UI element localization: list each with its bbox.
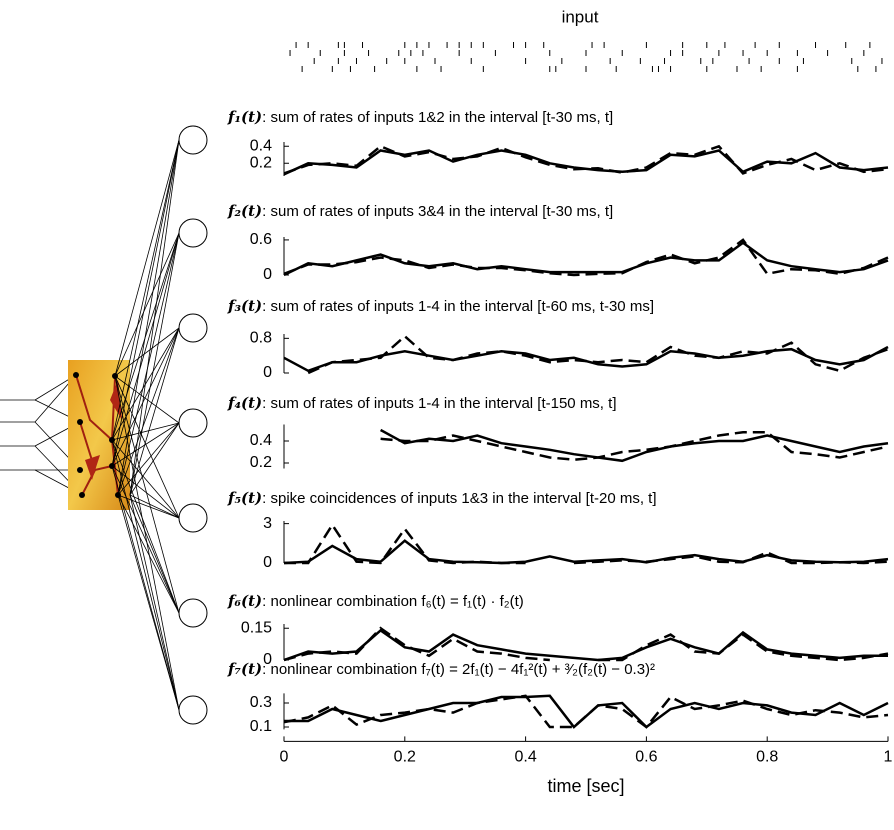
panel-description: : nonlinear combination f₆(t) = f₁(t) · … xyxy=(262,593,524,610)
connection xyxy=(111,439,180,614)
y-tick-label: 3 xyxy=(263,515,272,532)
panel-label: f₄(t) xyxy=(227,394,262,412)
connection xyxy=(129,494,180,614)
output-unit xyxy=(178,218,208,248)
connection xyxy=(111,327,180,467)
prediction-line xyxy=(380,430,889,461)
connection xyxy=(114,375,180,614)
connection xyxy=(111,439,180,519)
connection xyxy=(129,494,180,711)
connection xyxy=(129,422,180,496)
y-tick-label: 0.4 xyxy=(250,137,272,154)
x-tick-label: 0.6 xyxy=(635,749,657,766)
y-tick-label: 0 xyxy=(263,554,272,571)
connection xyxy=(129,327,180,496)
connection xyxy=(111,465,180,519)
output-unit xyxy=(178,598,208,628)
connection xyxy=(111,139,180,441)
prediction-line xyxy=(283,626,889,662)
prediction-line xyxy=(283,694,889,729)
prediction-line xyxy=(284,522,889,565)
y-tick-label: 0.6 xyxy=(250,231,272,248)
y-tick-label: 0.3 xyxy=(250,694,272,711)
chart-title: input xyxy=(562,7,599,26)
connection xyxy=(117,422,180,496)
panel-label: f₃(t) xyxy=(227,297,262,315)
panel-description: : nonlinear combination f₇(t) = 2f₁(t) −… xyxy=(262,661,655,678)
panel-label: f₂(t) xyxy=(227,202,262,220)
x-tick-label: 0 xyxy=(280,749,289,766)
panel-title: f₂(t): sum of rates of inputs 3&4 in the… xyxy=(227,202,613,220)
panel-title: f₃(t): sum of rates of inputs 1-4 in the… xyxy=(227,297,654,315)
connection xyxy=(111,422,180,441)
x-tick-label: 0.8 xyxy=(756,749,778,766)
panel-label: f₁(t) xyxy=(227,108,262,126)
panel-title: f₇(t): nonlinear combination f₇(t) = 2f₁… xyxy=(227,660,655,678)
connection xyxy=(114,327,180,377)
connection xyxy=(117,327,180,496)
y-tick-label: 0.2 xyxy=(250,454,272,471)
target-line xyxy=(283,345,889,373)
connection xyxy=(117,139,180,496)
y-tick-label: 0 xyxy=(263,364,272,381)
connection xyxy=(111,465,180,614)
output-unit xyxy=(178,125,208,155)
target-line xyxy=(283,539,889,565)
y-tick-label: 0.1 xyxy=(250,718,272,735)
panel-title: f₄(t): sum of rates of inputs 1-4 in the… xyxy=(227,394,616,412)
y-tick-label: 0 xyxy=(263,651,272,668)
network-diagram xyxy=(0,125,208,725)
y-tick-label: 0.8 xyxy=(250,330,272,347)
x-tick-label: 1 xyxy=(884,749,893,766)
connection xyxy=(117,232,180,496)
connection xyxy=(111,439,180,711)
output-unit xyxy=(178,408,208,438)
panel-description: : sum of rates of inputs 1-4 in the inte… xyxy=(262,395,616,412)
panel-label: f₅(t) xyxy=(227,489,262,507)
panel-title: f₆(t): nonlinear combination f₆(t) = f₁(… xyxy=(227,592,524,610)
connection xyxy=(117,494,180,519)
prediction-line xyxy=(283,238,889,277)
y-tick-label: 0.15 xyxy=(241,619,272,636)
connection xyxy=(117,494,180,614)
output-unit xyxy=(178,695,208,725)
connection xyxy=(114,375,180,711)
panel-title: f₅(t): spike coincidences of inputs 1&3 … xyxy=(227,489,657,507)
panel-description: : sum of rates of inputs 1&2 in the inte… xyxy=(262,109,613,126)
output-unit xyxy=(178,503,208,533)
panel-description: : spike coincidences of inputs 1&3 in th… xyxy=(262,490,656,507)
target-line xyxy=(283,149,889,176)
connection xyxy=(114,375,180,519)
prediction-line xyxy=(283,144,889,175)
y-tick-label: 0.4 xyxy=(250,432,272,449)
target-line xyxy=(283,628,888,662)
connection xyxy=(117,494,180,711)
x-tick-label: 0.2 xyxy=(394,749,416,766)
connection xyxy=(114,375,180,424)
connection xyxy=(114,232,180,377)
panel-title: f₁(t): sum of rates of inputs 1&2 in the… xyxy=(227,108,613,126)
panel-label: f₇(t) xyxy=(227,660,262,678)
connection xyxy=(114,139,180,377)
connection xyxy=(111,232,180,467)
prediction-line xyxy=(307,334,889,375)
x-axis-label: time [sec] xyxy=(547,776,624,796)
target-line xyxy=(284,694,889,729)
y-tick-label: 0.2 xyxy=(250,154,272,171)
panel-description: : sum of rates of inputs 1-4 in the inte… xyxy=(262,298,654,315)
panel-description: : sum of rates of inputs 3&4 in the inte… xyxy=(262,203,613,220)
connection xyxy=(111,327,180,441)
target-line xyxy=(380,428,889,463)
connection xyxy=(129,232,180,496)
panel-label: f₆(t) xyxy=(227,592,262,610)
connection xyxy=(111,139,180,467)
x-tick-label: 0.4 xyxy=(514,749,536,766)
target-line xyxy=(283,241,889,277)
y-tick-label: 0 xyxy=(263,266,272,283)
output-unit xyxy=(178,313,208,343)
